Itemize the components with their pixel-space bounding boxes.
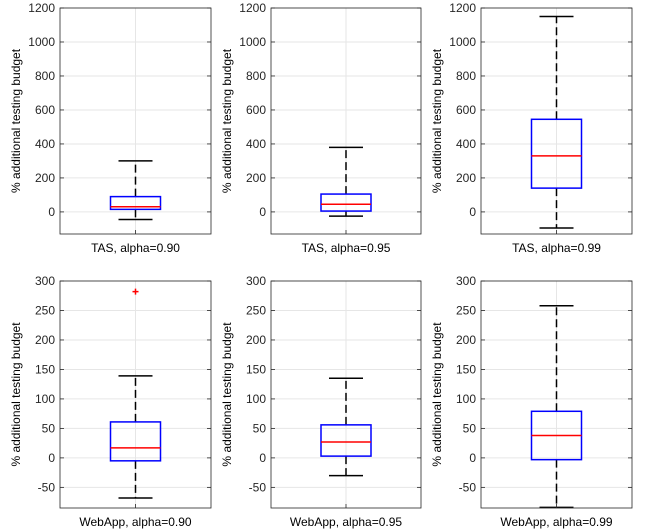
- y-tick-label: 200: [456, 333, 476, 347]
- y-axis-label: % additional testing budget: [220, 322, 234, 467]
- y-axis-label: % additional testing budget: [220, 48, 234, 193]
- y-tick-label: 250: [456, 303, 476, 317]
- y-tick-label: 0: [259, 205, 266, 219]
- y-tick-label: 0: [48, 451, 55, 465]
- y-tick-label: 100: [35, 392, 55, 406]
- y-tick-label: 150: [456, 362, 476, 376]
- outlier-marker: [132, 288, 139, 295]
- y-tick-label: 200: [35, 333, 55, 347]
- y-axis-label: % additional testing budget: [9, 322, 23, 467]
- subplot-5: -50 0 50 100 150 200 250 300 WebApp, alpha=0.95%…: [220, 274, 422, 529]
- y-tick-label: 600: [246, 103, 266, 117]
- y-tick-label: 200: [456, 171, 476, 185]
- y-tick-label: 100: [246, 392, 266, 406]
- y-tick-label: 800: [246, 69, 266, 83]
- y-tick-label: 600: [456, 103, 476, 117]
- y-tick-label: 50: [253, 421, 267, 435]
- y-tick-label: -50: [249, 480, 267, 494]
- y-axis-label: % additional testing budget: [430, 48, 444, 193]
- box: [109, 421, 162, 462]
- y-tick-label: 0: [469, 451, 476, 465]
- y-tick-label: 1000: [28, 35, 55, 49]
- y-axis-label: % additional testing budget: [9, 48, 23, 193]
- y-tick-label: 50: [42, 421, 56, 435]
- box: [320, 424, 372, 457]
- x-category-label: TAS, alpha=0.95: [302, 241, 391, 255]
- y-tick-label: 50: [463, 421, 477, 435]
- y-tick-label: 1000: [239, 35, 266, 49]
- y-tick-label: 400: [456, 137, 476, 151]
- y-tick-label: 200: [35, 171, 55, 185]
- y-axis-label: % additional testing budget: [430, 322, 444, 467]
- y-tick-label: 400: [35, 137, 55, 151]
- x-category-label: TAS, alpha=0.90: [91, 241, 180, 255]
- y-tick-label: 150: [246, 362, 266, 376]
- y-tick-label: 100: [456, 392, 476, 406]
- y-tick-label: 1000: [449, 35, 476, 49]
- y-tick-label: 1200: [28, 1, 55, 15]
- y-tick-label: 200: [246, 171, 266, 185]
- subplot-3: 0 200 400 600 800 1000 1200 TAS, alpha=0.99 % ad…: [430, 1, 633, 255]
- subplot-6: -50 0 50 100 150 200 250 300 WebApp, alpha=0.99%…: [430, 274, 633, 529]
- y-tick-label: 300: [246, 274, 266, 288]
- y-tick-label: 0: [259, 451, 266, 465]
- y-tick-label: 250: [246, 303, 266, 317]
- subplot-1: 0 200 400 600 800 1000 1200 TAS, alpha=0.90 % ad…: [9, 1, 212, 255]
- y-tick-label: 1200: [239, 1, 266, 15]
- subplot-4: -50 0 50 100 150 200 250 300 WebApp, alpha=0.90%…: [9, 274, 212, 529]
- y-tick-label: 400: [246, 137, 266, 151]
- y-tick-label: -50: [459, 480, 477, 494]
- y-tick-label: 800: [456, 69, 476, 83]
- y-tick-label: 150: [35, 362, 55, 376]
- subplot-2: 0 200 400 600 800 1000 1200 TAS, alpha=0.95 % ad…: [220, 1, 422, 255]
- box: [320, 193, 372, 212]
- y-tick-label: 0: [469, 205, 476, 219]
- x-category-label: WebApp, alpha=0.99: [500, 515, 613, 529]
- x-category-label: TAS, alpha=0.99: [512, 241, 601, 255]
- box: [530, 118, 583, 189]
- y-tick-label: 600: [35, 103, 55, 117]
- x-category-label: WebApp, alpha=0.90: [79, 515, 192, 529]
- y-tick-label: 0: [48, 205, 55, 219]
- y-tick-label: 300: [35, 274, 55, 288]
- y-tick-label: -50: [38, 480, 56, 494]
- y-tick-label: 250: [35, 303, 55, 317]
- box: [109, 195, 162, 211]
- y-tick-label: 1200: [449, 1, 476, 15]
- y-tick-label: 200: [246, 333, 266, 347]
- y-tick-label: 300: [456, 274, 476, 288]
- x-category-label: WebApp, alpha=0.95: [290, 515, 403, 529]
- y-tick-label: 800: [35, 69, 55, 83]
